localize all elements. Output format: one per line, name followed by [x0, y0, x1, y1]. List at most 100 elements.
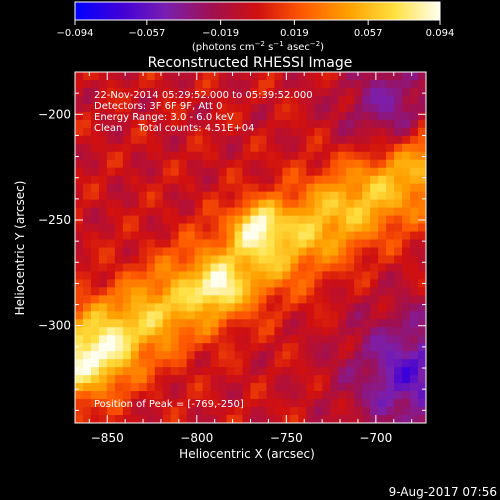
heatmap-cell: [218, 111, 228, 121]
heatmap-cell: [146, 343, 156, 352]
heatmap-cell: [146, 167, 156, 177]
heatmap-cell: [186, 72, 196, 81]
heatmap-cell: [82, 263, 92, 273]
heatmap-cell: [106, 191, 116, 201]
heatmap-cell: [210, 167, 220, 177]
heatmap-cell: [250, 391, 260, 400]
heatmap-cell: [394, 359, 403, 368]
heatmap-cell: [282, 199, 291, 209]
heatmap-cell: [242, 335, 252, 344]
heatmap-cell: [362, 159, 371, 169]
heatmap-cell: [394, 183, 403, 193]
heatmap-cell: [290, 343, 299, 352]
heatmap-cell: [386, 335, 395, 344]
heatmap-cell: [274, 367, 284, 376]
heatmap-cell: [290, 72, 299, 81]
heatmap-cell: [338, 247, 347, 257]
heatmap-cell: [226, 311, 236, 320]
heatmap-cell: [242, 87, 252, 97]
heatmap-cell: [130, 415, 140, 423]
heatmap-cell: [106, 319, 116, 328]
heatmap-cell: [346, 335, 355, 344]
heatmap-cell: [402, 175, 411, 185]
heatmap-cell: [90, 135, 100, 145]
heatmap-cell: [202, 127, 212, 137]
heatmap-cell: [114, 359, 124, 368]
heatmap-cell: [170, 335, 180, 344]
heatmap-cell: [138, 311, 148, 320]
heatmap-cell: [378, 399, 387, 408]
colorbar-gradient: [74, 1, 441, 21]
heatmap-cell: [258, 231, 268, 241]
heatmap-cell: [130, 327, 140, 336]
heatmap-cell: [210, 79, 220, 89]
heatmap-cell: [106, 255, 116, 265]
heatmap-cell: [298, 391, 307, 400]
heatmap-cell: [98, 335, 108, 344]
heatmap-cell: [266, 279, 276, 288]
heatmap-cell: [322, 199, 331, 209]
heatmap-cell: [250, 159, 260, 169]
heatmap-cell: [250, 247, 260, 257]
heatmap-cell: [330, 215, 339, 225]
heatmap-cell: [114, 399, 124, 408]
heatmap-cell: [82, 95, 92, 105]
heatmap-cell: [90, 335, 100, 344]
heatmap-cell: [82, 367, 92, 376]
heatmap-cell: [154, 407, 164, 416]
heatmap-cell: [210, 351, 220, 360]
heatmap-cell: [122, 87, 132, 97]
heatmap-cell: [186, 135, 196, 145]
heatmap-cell: [154, 311, 164, 320]
heatmap-cell: [170, 207, 180, 217]
heatmap-cell: [322, 399, 331, 408]
heatmap-cell: [386, 351, 395, 360]
heatmap-cell: [282, 215, 291, 225]
heatmap-cell: [186, 183, 196, 193]
heatmap-cell: [218, 127, 228, 137]
heatmap-cell: [234, 295, 244, 304]
heatmap-cell: [98, 311, 108, 320]
heatmap-cell: [210, 303, 220, 312]
heatmap-cell: [130, 391, 140, 400]
heatmap-cell: [210, 215, 220, 225]
heatmap-cell: [186, 295, 196, 304]
heatmap-cell: [122, 159, 132, 169]
heatmap-cell: [290, 415, 299, 423]
heatmap-cell: [106, 383, 116, 392]
heatmap-cell: [250, 135, 260, 145]
heatmap-cell: [370, 103, 379, 113]
heatmap-cell: [314, 415, 323, 423]
heatmap-cell: [306, 103, 315, 113]
heatmap-cell: [234, 399, 244, 408]
heatmap-cell: [354, 127, 363, 137]
heatmap-cell: [122, 215, 132, 225]
heatmap-cell: [378, 343, 387, 352]
heatmap-cell: [378, 159, 387, 169]
heatmap-cell: [82, 295, 92, 304]
heatmap-cell: [162, 207, 172, 217]
heatmap-cell: [306, 319, 315, 328]
heatmap-cell: [106, 343, 116, 352]
heatmap-cell: [178, 79, 188, 89]
heatmap-cell: [346, 111, 355, 121]
heatmap-cell: [114, 159, 124, 169]
heatmap-cell: [402, 103, 411, 113]
heatmap-cell: [242, 143, 252, 153]
heatmap-cell: [362, 191, 371, 201]
heatmap-cell: [314, 247, 323, 257]
heatmap-cell: [314, 183, 323, 193]
heatmap-cell: [186, 143, 196, 153]
heatmap-cell: [170, 367, 180, 376]
heatmap-cell: [186, 359, 196, 368]
heatmap-cell: [234, 391, 244, 400]
heatmap-cell: [306, 111, 315, 121]
heatmap-cell: [130, 135, 140, 145]
heatmap-cell: [394, 239, 403, 249]
heatmap-cell: [298, 175, 307, 185]
heatmap-cell: [186, 415, 196, 423]
heatmap-cell: [234, 375, 244, 384]
heatmap-cell: [186, 303, 196, 312]
heatmap-cell: [114, 135, 124, 145]
heatmap-cell: [146, 79, 156, 89]
